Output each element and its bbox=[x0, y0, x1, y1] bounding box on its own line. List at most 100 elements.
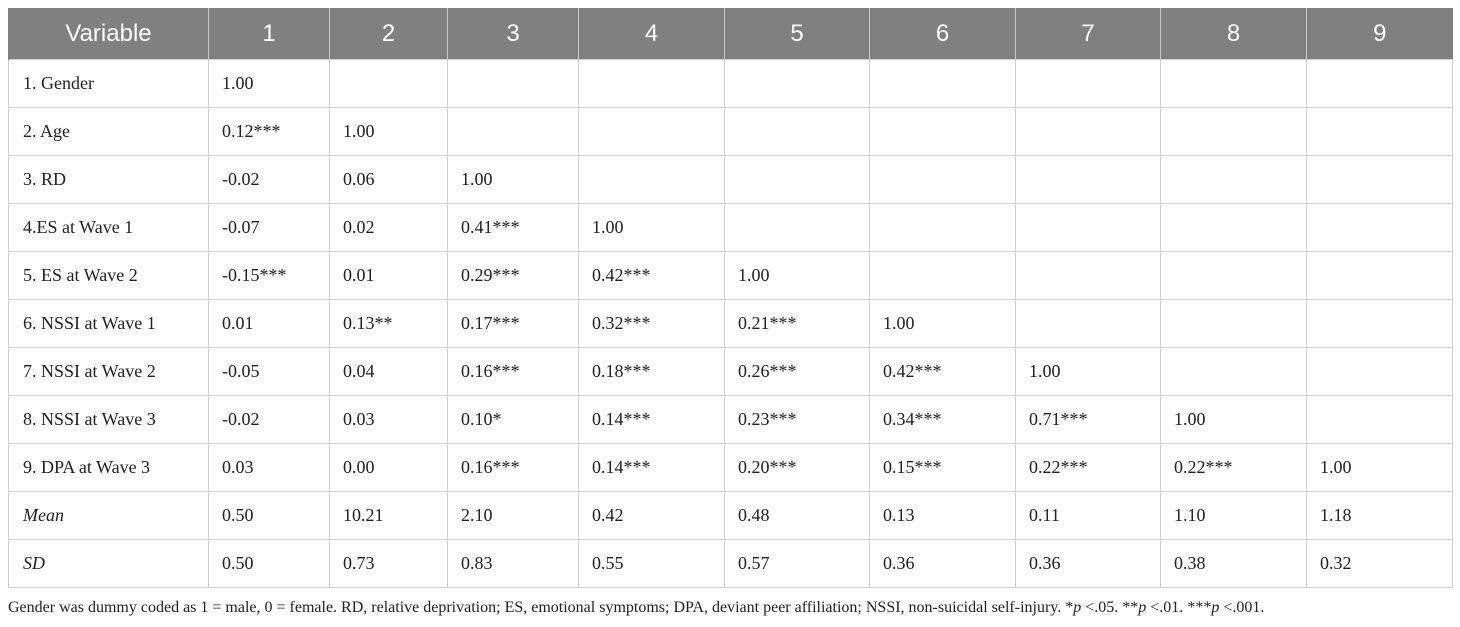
table-cell: 0.13** bbox=[329, 299, 448, 348]
table-cell: 0.48 bbox=[724, 491, 870, 540]
table-cell: 0.36 bbox=[1015, 539, 1161, 588]
table-cell bbox=[1015, 203, 1161, 252]
table-cell: 0.55 bbox=[578, 539, 725, 588]
table-cell: 0.23*** bbox=[724, 395, 870, 444]
table-cell: 0.16*** bbox=[447, 347, 579, 396]
footnote-main: Gender was dummy coded as 1 = male, 0 = … bbox=[8, 599, 1062, 616]
table-cell: 0.38 bbox=[1160, 539, 1307, 588]
table-cell: 0.36 bbox=[869, 539, 1016, 588]
table-cell: 0.29*** bbox=[447, 251, 579, 300]
table-cell: 0.50 bbox=[208, 539, 330, 588]
row-label: 8. NSSI at Wave 3 bbox=[8, 395, 209, 444]
table-cell bbox=[578, 107, 725, 156]
table-cell bbox=[724, 107, 870, 156]
table-body: 1. Gender 1.00 2. Age 0.12*** 1.00 3. RD -0.02… bbox=[8, 59, 1453, 588]
table-cell: 0.41*** bbox=[447, 203, 579, 252]
table-cell: 1.00 bbox=[724, 251, 870, 300]
table-cell: 0.57 bbox=[724, 539, 870, 588]
table-cell: 0.12*** bbox=[208, 107, 330, 156]
table-cell bbox=[447, 59, 579, 108]
table-footnote: Gender was dummy coded as 1 = male, 0 = … bbox=[8, 599, 1452, 617]
table-cell: 0.02 bbox=[329, 203, 448, 252]
table-cell: 0.26*** bbox=[724, 347, 870, 396]
table-cell: 0.14*** bbox=[578, 443, 725, 492]
table-cell bbox=[1306, 107, 1453, 156]
correlation-table-container: Variable 1 2 3 4 5 6 7 8 9 1. Gender 1.00 2. Age 0.1… bbox=[8, 8, 1453, 588]
table-cell bbox=[869, 155, 1016, 204]
table-cell bbox=[447, 107, 579, 156]
table-cell bbox=[869, 107, 1016, 156]
table-row: Mean 0.50 10.21 2.10 0.42 0.48 0.13 0.11 1.10 1.1… bbox=[8, 491, 1453, 540]
table-cell bbox=[1015, 155, 1161, 204]
table-row: 8. NSSI at Wave 3 -0.02 0.03 0.10* 0.14*** 0.… bbox=[8, 395, 1453, 444]
table-cell: -0.02 bbox=[208, 155, 330, 204]
table-cell: 0.32*** bbox=[578, 299, 725, 348]
table-cell: 0.22*** bbox=[1015, 443, 1161, 492]
table-cell: 0.15*** bbox=[869, 443, 1016, 492]
table-cell: 0.16*** bbox=[447, 443, 579, 492]
table-cell: 0.17*** bbox=[447, 299, 579, 348]
table-cell: 2.10 bbox=[447, 491, 579, 540]
header-col-6: 6 bbox=[869, 8, 1016, 60]
row-label: 1. Gender bbox=[8, 59, 209, 108]
table-cell: 0.00 bbox=[329, 443, 448, 492]
table-cell: 0.22*** bbox=[1160, 443, 1307, 492]
header-col-7: 7 bbox=[1015, 8, 1161, 60]
table-cell bbox=[1015, 107, 1161, 156]
table-cell: -0.07 bbox=[208, 203, 330, 252]
table-cell bbox=[1306, 59, 1453, 108]
table-cell: 1.10 bbox=[1160, 491, 1307, 540]
row-label: 3. RD bbox=[8, 155, 209, 204]
table-cell bbox=[1160, 299, 1307, 348]
header-col-1: 1 bbox=[208, 8, 330, 60]
table-cell: 0.71*** bbox=[1015, 395, 1161, 444]
table-cell bbox=[869, 59, 1016, 108]
table-cell bbox=[1306, 155, 1453, 204]
table-cell: 0.03 bbox=[329, 395, 448, 444]
correlation-table: Variable 1 2 3 4 5 6 7 8 9 1. Gender 1.00 2. Age 0.1… bbox=[8, 8, 1453, 588]
table-cell: 0.01 bbox=[208, 299, 330, 348]
table-cell: 1.00 bbox=[447, 155, 579, 204]
table-row: 1. Gender 1.00 bbox=[8, 59, 1453, 108]
table-cell: 0.83 bbox=[447, 539, 579, 588]
table-cell: 0.42 bbox=[578, 491, 725, 540]
table-cell: 0.14*** bbox=[578, 395, 725, 444]
table-cell: 0.06 bbox=[329, 155, 448, 204]
table-row: 9. DPA at Wave 3 0.03 0.00 0.16*** 0.14*** 0.… bbox=[8, 443, 1453, 492]
row-label: 9. DPA at Wave 3 bbox=[8, 443, 209, 492]
table-cell bbox=[1306, 395, 1453, 444]
footnote-sig-05: *p <.05. bbox=[1065, 599, 1123, 616]
table-cell: 0.42*** bbox=[578, 251, 725, 300]
table-cell bbox=[724, 59, 870, 108]
table-cell bbox=[724, 203, 870, 252]
table-cell bbox=[1306, 251, 1453, 300]
table-cell: 0.04 bbox=[329, 347, 448, 396]
table-row: 5. ES at Wave 2 -0.15*** 0.01 0.29*** 0.42**… bbox=[8, 251, 1453, 300]
row-label: Mean bbox=[8, 491, 209, 540]
table-cell: 0.11 bbox=[1015, 491, 1161, 540]
row-label: 2. Age bbox=[8, 107, 209, 156]
table-cell: -0.02 bbox=[208, 395, 330, 444]
table-cell: -0.15*** bbox=[208, 251, 330, 300]
table-cell bbox=[869, 203, 1016, 252]
table-cell: 0.42*** bbox=[869, 347, 1016, 396]
row-label: 5. ES at Wave 2 bbox=[8, 251, 209, 300]
table-cell: 0.03 bbox=[208, 443, 330, 492]
table-cell bbox=[1306, 203, 1453, 252]
table-cell: 1.18 bbox=[1306, 491, 1453, 540]
table-cell: 1.00 bbox=[208, 59, 330, 108]
row-label: 7. NSSI at Wave 2 bbox=[8, 347, 209, 396]
table-cell: 10.21 bbox=[329, 491, 448, 540]
table-row: 4.ES at Wave 1 -0.07 0.02 0.41*** 1.00 bbox=[8, 203, 1453, 252]
table-cell: 0.13 bbox=[869, 491, 1016, 540]
table-cell bbox=[1160, 203, 1307, 252]
header-variable: Variable bbox=[8, 8, 209, 60]
table-cell: -0.05 bbox=[208, 347, 330, 396]
row-label: 4.ES at Wave 1 bbox=[8, 203, 209, 252]
table-cell: 1.00 bbox=[1160, 395, 1307, 444]
table-cell: 0.18*** bbox=[578, 347, 725, 396]
table-cell bbox=[578, 155, 725, 204]
footnote-sig-01: **p <.01. bbox=[1122, 599, 1188, 616]
table-row: 2. Age 0.12*** 1.00 bbox=[8, 107, 1453, 156]
table-cell: 1.00 bbox=[869, 299, 1016, 348]
